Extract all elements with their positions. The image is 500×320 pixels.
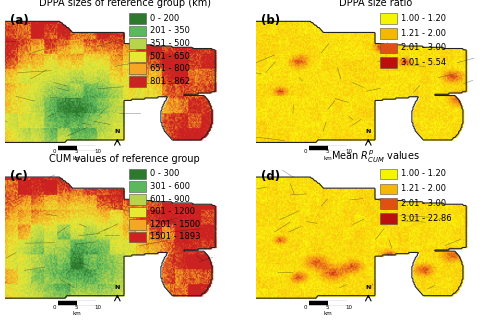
Bar bbox=[130, 13, 146, 24]
Bar bbox=[380, 184, 397, 194]
Text: (a): (a) bbox=[10, 14, 29, 27]
Bar bbox=[130, 38, 146, 49]
Text: 1.00 - 1.20: 1.00 - 1.20 bbox=[400, 14, 446, 23]
Text: 5: 5 bbox=[75, 305, 78, 310]
Text: 2.01 - 3.00: 2.01 - 3.00 bbox=[400, 199, 446, 208]
Text: 3.01 - 5.54: 3.01 - 5.54 bbox=[400, 58, 446, 67]
Title: Mean $R^p_{CUM}$ values: Mean $R^p_{CUM}$ values bbox=[331, 149, 420, 165]
Bar bbox=[380, 169, 397, 180]
Bar bbox=[130, 181, 146, 192]
Bar bbox=[130, 194, 146, 204]
Text: 0 - 200: 0 - 200 bbox=[150, 14, 179, 23]
Text: 501 - 650: 501 - 650 bbox=[150, 52, 190, 60]
Bar bbox=[130, 51, 146, 61]
Bar bbox=[380, 28, 397, 38]
Text: N: N bbox=[114, 129, 120, 134]
Text: 10: 10 bbox=[346, 305, 352, 310]
Bar bbox=[380, 13, 397, 24]
Bar bbox=[380, 213, 397, 224]
Text: km: km bbox=[324, 311, 332, 316]
Text: 0: 0 bbox=[52, 305, 56, 310]
Bar bbox=[130, 76, 146, 87]
Text: km: km bbox=[324, 156, 332, 161]
Text: 301 - 600: 301 - 600 bbox=[150, 182, 190, 191]
Title: CUM values of reference group: CUM values of reference group bbox=[49, 154, 200, 164]
Text: 5: 5 bbox=[75, 149, 78, 154]
Bar bbox=[130, 219, 146, 230]
Text: 10: 10 bbox=[94, 305, 102, 310]
Text: 601 - 900: 601 - 900 bbox=[150, 195, 190, 204]
Text: (b): (b) bbox=[261, 14, 280, 27]
Bar bbox=[130, 232, 146, 243]
Bar bbox=[380, 58, 397, 68]
Title: DPPA sizes of reference group (km): DPPA sizes of reference group (km) bbox=[38, 0, 210, 8]
Text: km: km bbox=[72, 311, 81, 316]
Bar bbox=[130, 26, 146, 36]
Text: 0: 0 bbox=[303, 305, 306, 310]
Text: 201 - 350: 201 - 350 bbox=[150, 26, 190, 35]
Bar bbox=[380, 198, 397, 209]
Text: 1.21 - 2.00: 1.21 - 2.00 bbox=[400, 28, 446, 37]
Bar bbox=[130, 206, 146, 217]
Text: 1201 - 1500: 1201 - 1500 bbox=[150, 220, 200, 229]
Text: (d): (d) bbox=[261, 170, 280, 183]
Text: 801 - 862: 801 - 862 bbox=[150, 77, 190, 86]
Text: N: N bbox=[114, 285, 120, 290]
Text: 1.21 - 2.00: 1.21 - 2.00 bbox=[400, 184, 446, 193]
Text: N: N bbox=[366, 285, 371, 290]
Bar bbox=[130, 169, 146, 180]
Text: 0 - 300: 0 - 300 bbox=[150, 169, 179, 179]
Text: (c): (c) bbox=[10, 170, 28, 183]
Text: 1.00 - 1.20: 1.00 - 1.20 bbox=[400, 169, 446, 179]
Text: 351 - 500: 351 - 500 bbox=[150, 39, 190, 48]
Text: N: N bbox=[366, 129, 371, 134]
Text: 0: 0 bbox=[52, 149, 56, 154]
Bar bbox=[130, 63, 146, 74]
Text: 10: 10 bbox=[346, 149, 352, 154]
Text: 0: 0 bbox=[303, 149, 306, 154]
Text: 2.01 - 3.00: 2.01 - 3.00 bbox=[400, 43, 446, 52]
Text: 10: 10 bbox=[94, 149, 102, 154]
Text: 1501 - 1893: 1501 - 1893 bbox=[150, 232, 200, 241]
Title: DPPA size ratio: DPPA size ratio bbox=[339, 0, 412, 8]
Text: 3.01 - 22.86: 3.01 - 22.86 bbox=[400, 214, 451, 223]
Text: 5: 5 bbox=[326, 305, 330, 310]
Text: 651 - 800: 651 - 800 bbox=[150, 64, 190, 73]
Text: 901 - 1200: 901 - 1200 bbox=[150, 207, 194, 216]
Bar bbox=[380, 43, 397, 53]
Text: 5: 5 bbox=[326, 149, 330, 154]
Text: km: km bbox=[72, 156, 81, 161]
